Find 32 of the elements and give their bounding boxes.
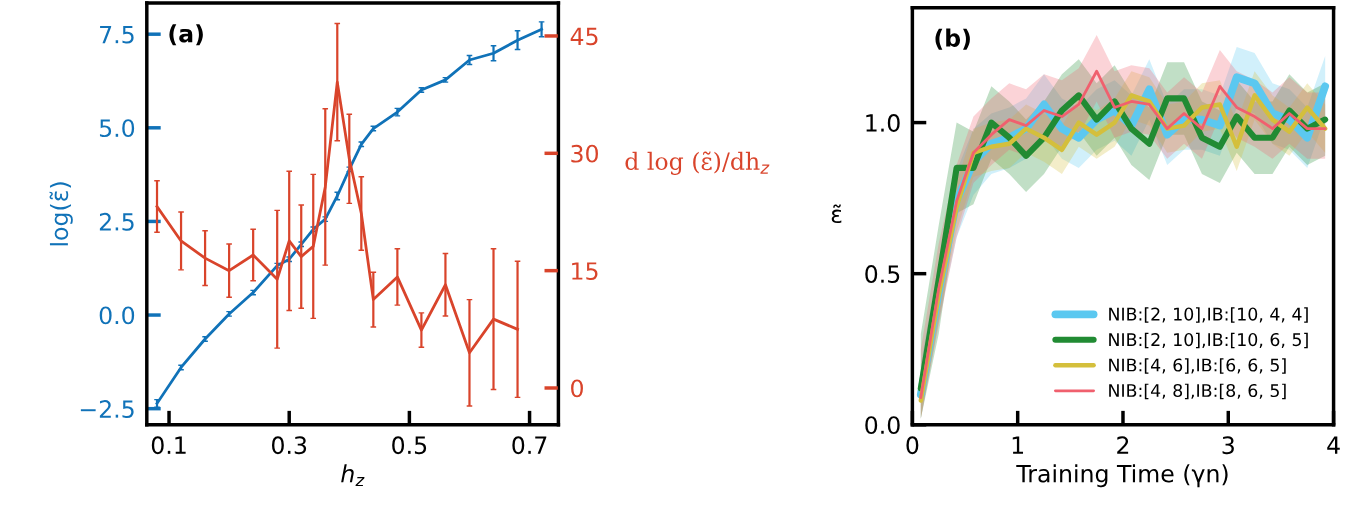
y-axis-title: log(ε̃) bbox=[49, 182, 73, 246]
x-axis-title: h$_{z}$ bbox=[341, 464, 365, 487]
y-tick-label: 5.0 bbox=[99, 119, 135, 138]
y-axis-title: ε̃ bbox=[831, 204, 842, 224]
y-tick-label: 0.0 bbox=[99, 306, 135, 325]
x-tick-label: 3 bbox=[1222, 436, 1234, 455]
y-tick-label: 2.5 bbox=[99, 212, 134, 231]
x-tick-label: 0.5 bbox=[392, 436, 427, 455]
x-tick-label: 2 bbox=[1117, 436, 1129, 454]
x-tick-label: 1 bbox=[1012, 436, 1024, 454]
y-tick-label: 7.5 bbox=[100, 25, 134, 44]
legend-label: NIB:[4, 8],IB:[8, 6, 5] bbox=[1109, 383, 1286, 400]
y-tick-label: 1.0 bbox=[866, 114, 900, 132]
annotation: (a) bbox=[169, 24, 203, 46]
y-tick-label: −2.5 bbox=[80, 400, 134, 418]
x-tick-label: 0.7 bbox=[512, 436, 547, 455]
legend-label: NIB:[4, 6],IB:[6, 6, 5] bbox=[1109, 358, 1286, 374]
y-tick-label: 0.5 bbox=[865, 265, 900, 283]
y2-tick-label: 45 bbox=[570, 27, 598, 46]
x-tick-label: 0.1 bbox=[151, 436, 186, 455]
x-axis-title: Training Time (γn) bbox=[1016, 464, 1228, 488]
y2-tick-label: 15 bbox=[572, 262, 598, 280]
x-tick-label: 4 bbox=[1327, 436, 1340, 454]
x-tick-label: 0 bbox=[906, 436, 919, 455]
annotation: (b) bbox=[935, 28, 970, 50]
x-tick-label: 0.3 bbox=[271, 436, 307, 455]
legend-label: NIB:[2, 10],IB:[10, 6, 5] bbox=[1109, 332, 1308, 349]
y2-tick-label: 30 bbox=[571, 144, 598, 163]
y2-axis-title: d log (ε̃)/dh$_{z}$ bbox=[625, 151, 770, 175]
y-tick-label: 0.0 bbox=[865, 416, 900, 435]
legend-label: NIB:[2, 10],IB:[10, 4, 4] bbox=[1109, 307, 1308, 323]
y2-tick-label: 0 bbox=[571, 379, 583, 398]
